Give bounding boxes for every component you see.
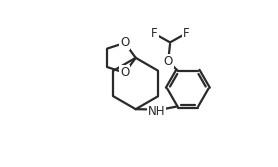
Text: O: O xyxy=(120,66,130,79)
Text: O: O xyxy=(120,36,130,49)
Text: F: F xyxy=(182,27,189,40)
Text: O: O xyxy=(164,55,173,68)
Text: F: F xyxy=(151,27,158,40)
Text: NH: NH xyxy=(148,105,165,118)
